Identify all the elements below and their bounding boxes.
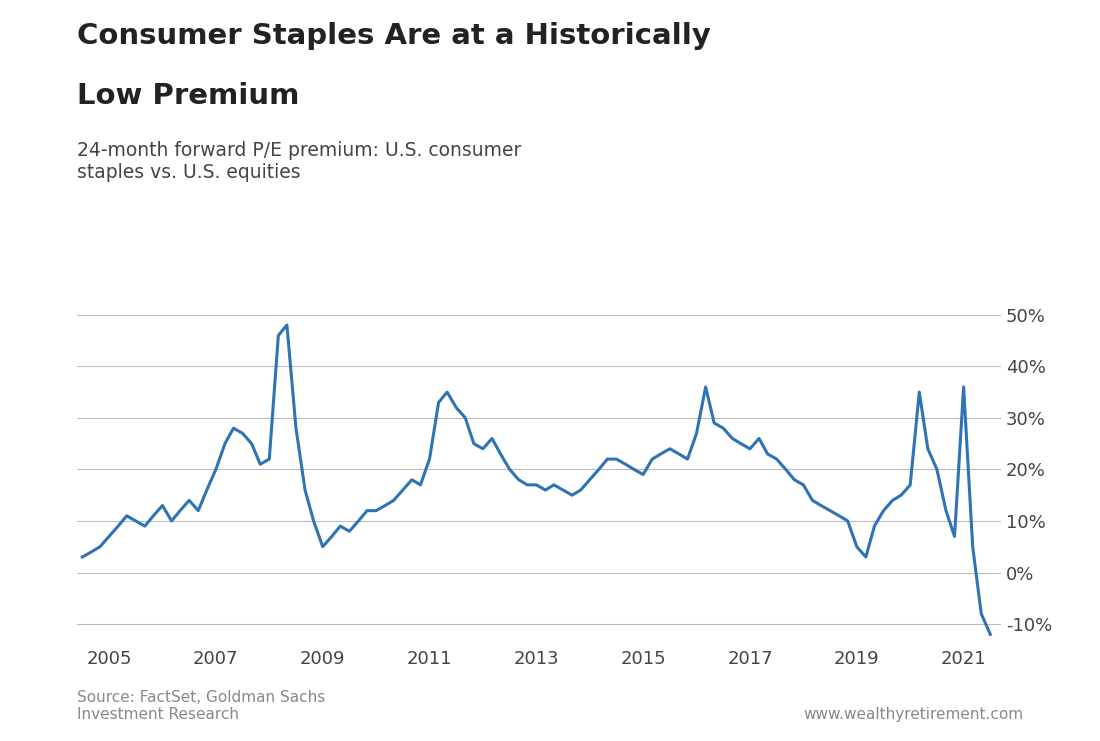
- Text: www.wealthyretirement.com: www.wealthyretirement.com: [803, 708, 1023, 722]
- Text: Consumer Staples Are at a Historically: Consumer Staples Are at a Historically: [77, 22, 711, 50]
- Text: Source: FactSet, Goldman Sachs
Investment Research: Source: FactSet, Goldman Sachs Investmen…: [77, 690, 326, 722]
- Text: 24-month forward P/E premium: U.S. consumer
staples vs. U.S. equities: 24-month forward P/E premium: U.S. consu…: [77, 141, 521, 182]
- Text: Low Premium: Low Premium: [77, 82, 299, 110]
